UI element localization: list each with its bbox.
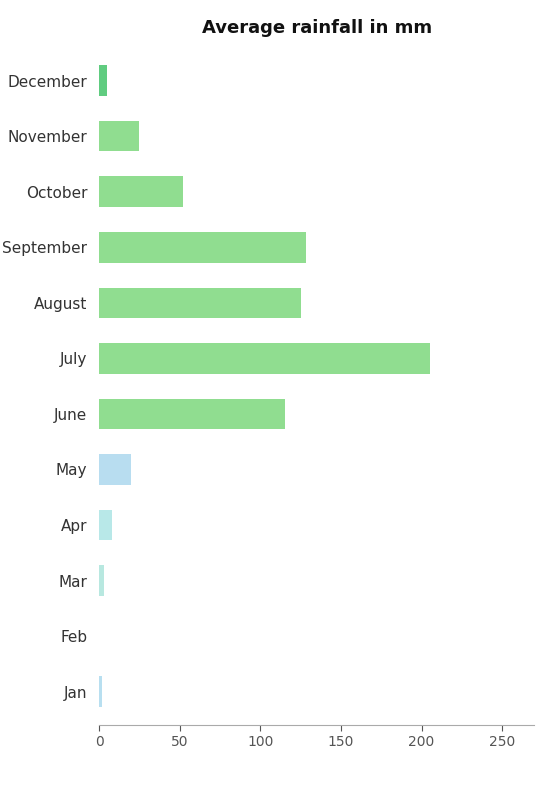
Bar bbox=[99, 288, 301, 318]
Bar bbox=[99, 454, 132, 485]
Bar bbox=[99, 399, 284, 429]
Bar bbox=[99, 65, 107, 96]
Bar bbox=[99, 121, 139, 151]
Bar bbox=[99, 510, 112, 541]
Bar bbox=[99, 676, 102, 707]
Bar bbox=[99, 565, 104, 596]
Title: Average rainfall in mm: Average rainfall in mm bbox=[202, 20, 432, 37]
Bar bbox=[99, 177, 183, 207]
Bar bbox=[99, 343, 430, 374]
Bar bbox=[99, 232, 306, 262]
